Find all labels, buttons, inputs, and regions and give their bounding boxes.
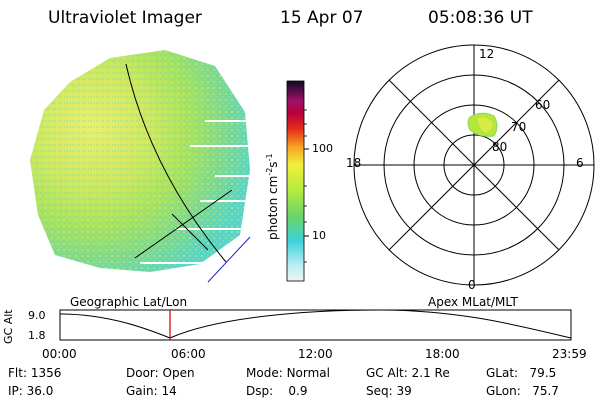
flt-readout: Flt: 1356 (8, 366, 62, 380)
gain-readout: Gain: 14 (126, 384, 177, 398)
colorbar-tick-100: 100 (312, 142, 333, 155)
terminator-line (125, 63, 227, 263)
mlt-label-6: 6 (576, 156, 584, 170)
gcalt-readout: GC Alt: 2.1 Re (366, 366, 450, 380)
glon-readout: GLon: 75.7 (486, 384, 559, 398)
y-tick-top: 9.0 (28, 309, 46, 322)
altitude-timeline (59, 309, 572, 341)
time-tick-4: 23:59 (552, 347, 587, 361)
door-readout: Door: Open (126, 366, 195, 380)
seq-readout: Seq: 39 (366, 384, 412, 398)
time-tick-1: 06:00 (171, 347, 206, 361)
colorbar (286, 80, 309, 282)
date-label: 15 Apr 07 (280, 8, 364, 28)
y-tick-bottom: 1.8 (28, 329, 46, 342)
lat-label-70: 70 (511, 120, 527, 134)
lat-label-80: 80 (492, 140, 508, 154)
mlt-label-12: 12 (479, 47, 495, 61)
nadir-line (207, 236, 251, 283)
polar-plot (353, 44, 595, 286)
auroral-patch (467, 112, 498, 137)
ip-readout: IP: 36.0 (8, 384, 54, 398)
time-tick-2: 12:00 (298, 347, 333, 361)
mlt-label-18: 18 (346, 156, 362, 170)
colorbar-unit-label: photon cm-2s-1 (265, 153, 280, 240)
dsp-readout: Dsp: 0.9 (246, 384, 308, 398)
instrument-title: Ultraviolet Imager (48, 8, 202, 28)
mode-readout: Mode: Normal (246, 366, 330, 380)
track-line (134, 189, 233, 259)
time-label: 05:08:36 UT (428, 8, 533, 28)
geographic-title: Geographic Lat/Lon (70, 295, 188, 309)
y-axis-label: GC Alt (2, 309, 15, 344)
glat-readout: GLat: 79.5 (486, 366, 557, 380)
apex-title: Apex MLat/MLT (428, 295, 518, 309)
lat-label-60: 60 (535, 98, 551, 112)
track-cross-line (171, 213, 209, 251)
colorbar-tick-10: 10 (312, 229, 326, 242)
time-tick-3: 18:00 (425, 347, 460, 361)
uv-image-disk (30, 50, 251, 283)
time-tick-0: 00:00 (42, 347, 77, 361)
mlt-label-0: 0 (468, 278, 476, 292)
